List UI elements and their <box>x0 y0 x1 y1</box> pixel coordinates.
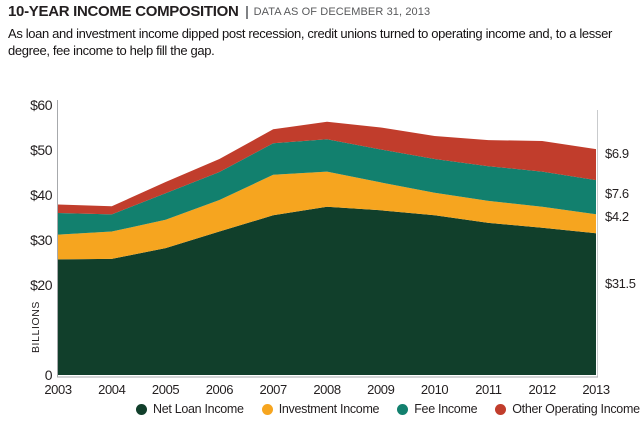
legend-item-other-operating-income: Other Operating Income <box>495 402 640 416</box>
chart-header: 10-YEAR INCOME COMPOSITION DATA AS OF DE… <box>8 3 638 59</box>
area-investment-income <box>58 171 596 260</box>
legend-item-net-loan-income: Net Loan Income <box>136 402 244 416</box>
area-fee-income <box>58 139 596 235</box>
legend-dot-other-operating-income <box>495 403 507 415</box>
page-title: 10-YEAR INCOME COMPOSITION <box>8 3 239 20</box>
legend-dot-fee-income <box>397 403 409 415</box>
legend-dot-net-loan-income <box>136 403 147 415</box>
area-other-operating-income <box>58 121 596 215</box>
legend-label-investment-income: Investment Income <box>278 402 380 416</box>
legend-dot-investment-income <box>261 403 273 415</box>
legend-label-net-loan-income: Net Loan Income <box>153 402 244 416</box>
legend-item-investment-income: Investment Income <box>261 402 380 416</box>
legend-item-fee-income: Fee Income <box>397 402 478 416</box>
title-row: 10-YEAR INCOME COMPOSITION DATA AS OF DE… <box>8 3 638 21</box>
data-as-of-label: DATA AS OF DECEMBER 31, 2013 <box>253 6 431 18</box>
chart-subtitle: As loan and investment income dipped pos… <box>8 26 612 58</box>
area-net-loan-income <box>58 206 596 375</box>
legend-label-other-operating-income: Other Operating Income <box>512 402 640 416</box>
legend-label-fee-income: Fee Income <box>414 402 478 416</box>
title-separator <box>245 6 248 19</box>
chart-legend: Net Loan Income Investment Income Fee Inco… <box>136 401 640 417</box>
